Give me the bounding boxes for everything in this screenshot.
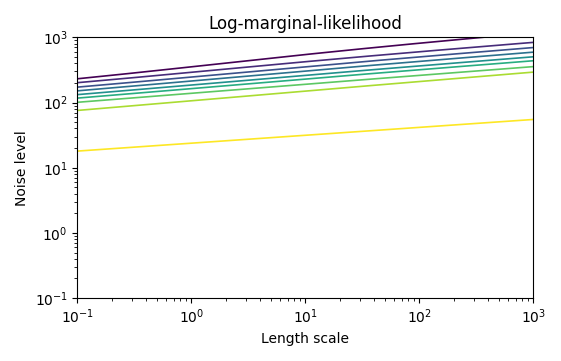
Y-axis label: Noise level: Noise level bbox=[15, 130, 29, 206]
X-axis label: Length scale: Length scale bbox=[261, 332, 350, 346]
Title: Log-marginal-likelihood: Log-marginal-likelihood bbox=[209, 15, 402, 33]
